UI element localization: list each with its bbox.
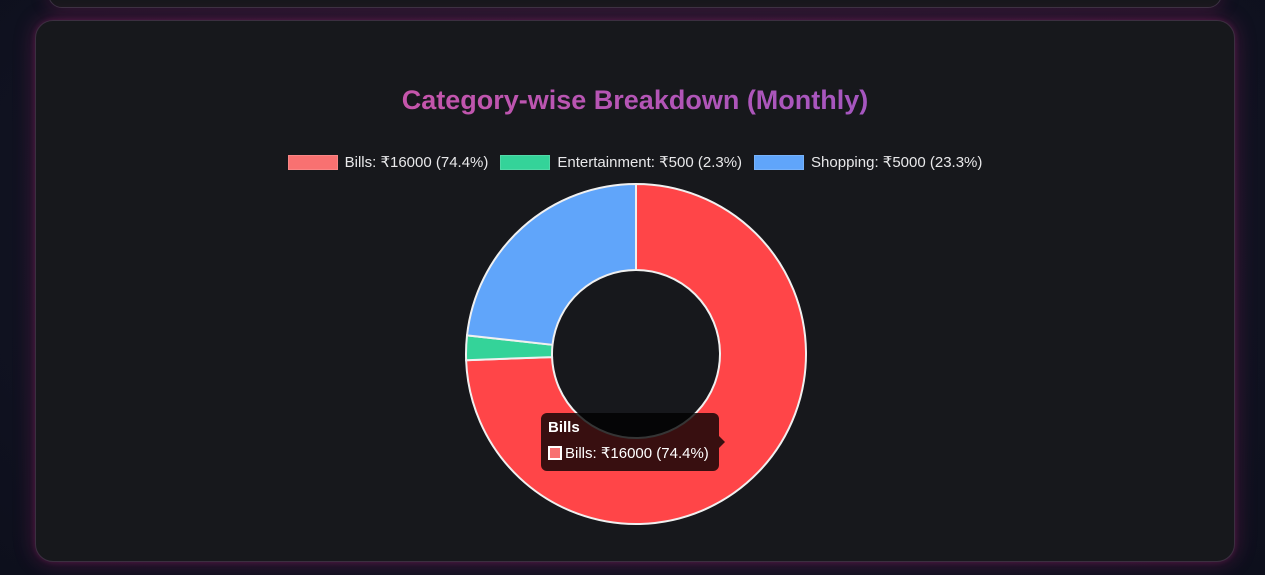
legend-item-entertainment[interactable]: Entertainment: ₹500 (2.3%)	[500, 153, 742, 171]
tooltip-title: Bills	[548, 419, 580, 436]
tooltip-swatch	[548, 446, 562, 460]
legend-swatch-shopping	[754, 154, 805, 170]
legend-item-bills[interactable]: Bills: ₹16000 (74.4%)	[287, 153, 489, 171]
legend-label-shopping: Shopping: ₹5000 (23.3%)	[811, 154, 983, 171]
legend-item-shopping[interactable]: Shopping: ₹5000 (23.3%)	[754, 153, 982, 171]
chart-legend: Bills: ₹16000 (74.4%) Entertainment: ₹50…	[36, 153, 1234, 171]
category-breakdown-card: Category-wise Breakdown (Monthly) Bills:…	[35, 20, 1235, 562]
legend-label-entertainment: Entertainment: ₹500 (2.3%)	[557, 154, 743, 171]
legend-label-bills: Bills: ₹16000 (74.4%)	[344, 154, 489, 171]
doughnut-chart	[464, 182, 807, 525]
legend-swatch-entertainment	[500, 154, 551, 170]
legend-swatch-bills	[287, 154, 338, 170]
slice-shopping[interactable]	[465, 182, 637, 346]
tooltip-row: Bills: ₹16000 (74.4%)	[548, 444, 712, 462]
chart-title: Category-wise Breakdown (Monthly)	[36, 85, 1234, 116]
chart-tooltip: Bills Bills: ₹16000 (74.4%)	[541, 413, 725, 471]
tooltip-caret	[719, 436, 725, 448]
tooltip-label: Bills: ₹16000 (74.4%)	[565, 445, 709, 462]
previous-card	[48, 0, 1222, 8]
